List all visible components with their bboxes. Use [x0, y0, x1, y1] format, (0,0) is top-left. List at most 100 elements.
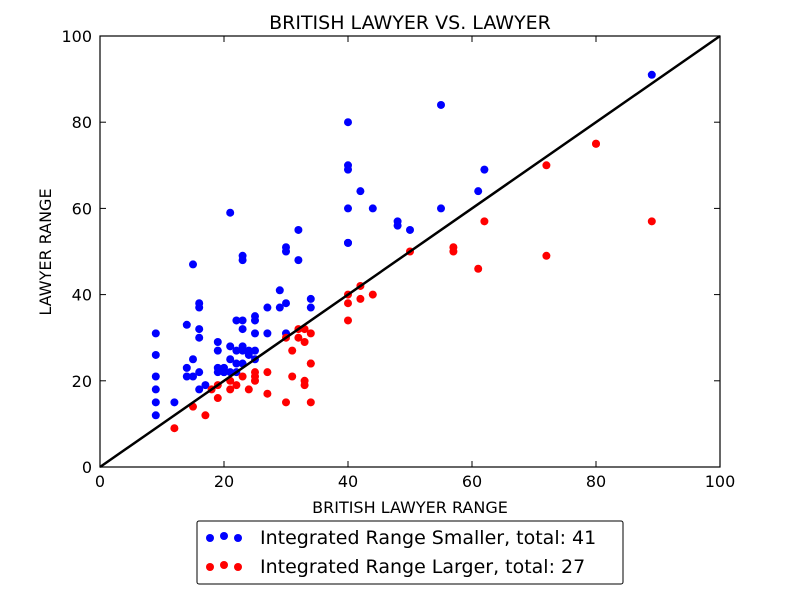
point-smaller [238, 256, 247, 265]
point-larger [592, 139, 600, 148]
x-tick-label: 100 [705, 472, 736, 491]
point-smaller [151, 411, 160, 420]
point-smaller [244, 350, 253, 359]
point-smaller [238, 325, 247, 334]
point-larger [244, 385, 253, 394]
point-smaller [213, 368, 222, 377]
point-smaller [170, 398, 179, 407]
legend: Integrated Range Smaller, total: 41 Integ… [196, 520, 624, 585]
point-larger [170, 424, 179, 433]
point-smaller [251, 316, 259, 325]
point-smaller [474, 187, 483, 196]
point-smaller [282, 299, 290, 308]
point-smaller [151, 398, 160, 407]
point-smaller [275, 303, 284, 312]
point-smaller [201, 381, 210, 390]
y-axis: 0 20 40 60 80 100 [61, 27, 720, 477]
point-larger [474, 264, 483, 273]
y-tick-label: 80 [72, 113, 92, 132]
legend-marker [234, 563, 242, 571]
point-smaller [251, 329, 259, 338]
x-tick-label: 20 [214, 472, 234, 491]
point-smaller [294, 225, 303, 234]
point-larger [306, 398, 315, 407]
y-tick-label: 0 [82, 458, 92, 477]
point-smaller [189, 355, 197, 364]
point-smaller [232, 316, 241, 325]
point-smaller [195, 303, 204, 312]
point-smaller [263, 329, 272, 338]
point-smaller [294, 256, 303, 265]
reference-line [99, 34, 721, 469]
point-larger [232, 381, 241, 390]
point-smaller [238, 316, 247, 325]
x-axis: 0 20 40 60 80 100 [95, 36, 735, 491]
y-tick-label: 100 [61, 27, 92, 46]
legend-marker [206, 563, 214, 571]
point-larger [282, 398, 290, 407]
legend-marker [220, 561, 228, 569]
legend-entry-label: Integrated Range Smaller, total: 41 [260, 527, 596, 549]
point-larger [480, 217, 489, 226]
point-smaller [251, 346, 259, 355]
point-smaller [344, 238, 352, 247]
point-larger [263, 389, 272, 398]
point-smaller [151, 385, 160, 394]
y-tick-label: 40 [72, 286, 92, 305]
x-tick-label: 60 [462, 472, 482, 491]
point-larger [542, 251, 551, 260]
point-smaller [238, 346, 247, 355]
point-larger [201, 411, 210, 420]
point-smaller [480, 165, 489, 174]
point-smaller [213, 346, 222, 355]
point-smaller [189, 260, 197, 269]
y-axis-label: LAWYER RANGE [36, 188, 55, 315]
point-smaller [344, 165, 352, 174]
point-smaller [282, 247, 290, 256]
point-smaller [406, 225, 414, 234]
point-smaller [213, 338, 222, 347]
x-tick-label: 0 [95, 472, 105, 491]
legend-marker [206, 534, 214, 542]
point-larger [213, 394, 222, 403]
point-larger [306, 359, 315, 368]
point-larger [368, 290, 377, 299]
point-larger [294, 333, 303, 342]
point-larger [300, 381, 309, 390]
point-smaller [306, 303, 315, 312]
point-smaller [344, 204, 352, 213]
point-smaller [437, 204, 445, 213]
chart-title: BRITISH LAWYER VS. LAWYER [269, 12, 551, 34]
point-larger [356, 294, 365, 303]
x-tick-label: 40 [338, 472, 358, 491]
point-smaller [220, 368, 228, 377]
point-smaller [151, 350, 160, 359]
point-smaller [226, 342, 235, 351]
point-smaller [195, 385, 204, 394]
points-layer [151, 70, 656, 433]
point-larger [226, 385, 235, 394]
point-smaller [306, 294, 315, 303]
point-smaller [356, 187, 365, 196]
point-larger [344, 316, 352, 325]
point-smaller [182, 363, 191, 372]
point-larger [344, 299, 352, 308]
point-smaller [275, 286, 284, 295]
point-smaller [232, 346, 241, 355]
point-smaller [232, 359, 241, 368]
point-larger [238, 372, 247, 381]
point-smaller [344, 118, 352, 127]
point-larger [542, 161, 551, 170]
point-smaller [151, 329, 160, 338]
x-axis-label: BRITISH LAWYER RANGE [312, 498, 508, 517]
y-tick-label: 20 [72, 372, 92, 391]
point-larger [263, 368, 272, 377]
point-smaller [226, 208, 235, 217]
point-smaller [437, 100, 445, 109]
point-smaller [368, 204, 377, 213]
point-smaller [151, 372, 160, 381]
point-smaller [189, 372, 197, 381]
legend-marker [220, 532, 228, 540]
point-larger [288, 346, 297, 355]
legend-marker [234, 534, 242, 542]
